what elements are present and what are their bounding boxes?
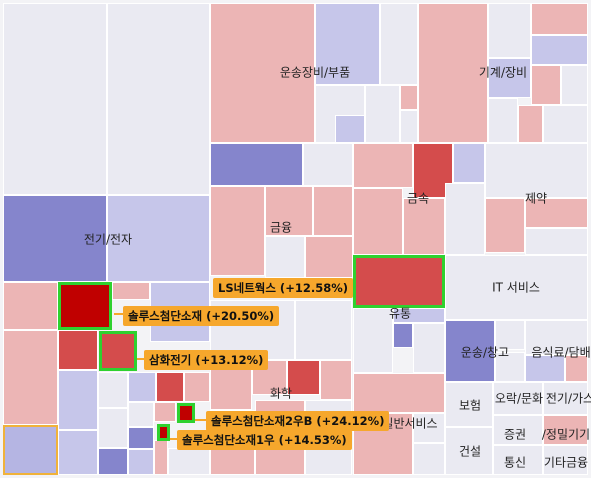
highlight-tile-ls-networks[interactable] [353, 255, 445, 308]
stock-tile[interactable] [525, 355, 565, 382]
stock-tile[interactable] [531, 3, 588, 35]
stock-tile[interactable] [445, 427, 493, 475]
stock-tile[interactable] [353, 143, 413, 188]
highlight-tile-solus-2b[interactable] [177, 403, 195, 423]
callout-samhwa: 삼화전기 (+13.12%) [144, 350, 269, 370]
stock-tile[interactable] [445, 320, 495, 382]
stock-tile[interactable] [210, 143, 303, 186]
stock-tile[interactable] [495, 320, 525, 350]
highlight-tile-samhwa[interactable] [99, 331, 137, 371]
stock-tile[interactable] [3, 330, 58, 425]
callout-leader-solus-2b [195, 419, 207, 421]
stock-tile[interactable] [393, 323, 413, 348]
callout-leader-solus [114, 313, 124, 315]
stock-tile[interactable] [565, 355, 588, 382]
stock-tile[interactable] [353, 373, 445, 413]
stock-tile[interactable] [107, 3, 210, 195]
callout-leader-samhwa [137, 358, 145, 360]
stock-tile[interactable] [403, 198, 445, 255]
stock-tile[interactable] [320, 360, 352, 400]
stock-tile[interactable] [128, 449, 154, 475]
stock-tile[interactable] [210, 3, 315, 143]
stock-tile[interactable] [3, 3, 107, 195]
stock-tile[interactable] [365, 85, 400, 143]
stock-tile[interactable] [107, 195, 210, 282]
stock-tile[interactable] [400, 110, 418, 143]
stock-tile[interactable] [453, 143, 485, 183]
stock-tile[interactable] [184, 372, 210, 402]
stock-tile[interactable] [112, 282, 150, 300]
stock-tile[interactable] [525, 320, 588, 355]
selected-tile[interactable] [3, 425, 58, 475]
stock-tile[interactable] [493, 382, 543, 415]
stock-tile[interactable] [413, 413, 445, 443]
stock-tile[interactable] [493, 415, 543, 445]
stock-tile[interactable] [154, 440, 168, 475]
stock-tile[interactable] [295, 300, 352, 360]
stock-tile[interactable] [445, 183, 485, 255]
stock-tile[interactable] [413, 323, 445, 373]
stock-tile[interactable] [400, 85, 418, 110]
stock-tile[interactable] [98, 408, 128, 448]
stock-tile[interactable] [156, 372, 184, 402]
stock-tile[interactable] [287, 360, 320, 395]
stock-tile[interactable] [393, 308, 445, 323]
stock-tile[interactable] [128, 427, 154, 449]
stock-tile[interactable] [543, 445, 588, 475]
stock-tile[interactable] [58, 330, 98, 370]
stock-tile[interactable] [303, 143, 353, 186]
callout-solus: 솔루스첨단소재 (+20.50%) [123, 306, 280, 326]
stock-tile[interactable] [98, 372, 128, 408]
stock-tile[interactable] [445, 382, 493, 427]
highlight-tile-solus[interactable] [58, 282, 112, 330]
stock-tile[interactable] [518, 105, 543, 143]
stock-tile[interactable] [128, 402, 154, 427]
stock-tile[interactable] [413, 143, 453, 198]
stock-tile[interactable] [485, 198, 525, 253]
stock-tile[interactable] [305, 236, 353, 278]
stock-tile[interactable] [543, 382, 588, 415]
stock-tile[interactable] [531, 35, 588, 65]
stock-tile[interactable] [315, 3, 380, 85]
stock-tile[interactable] [495, 352, 525, 382]
stock-tile[interactable] [3, 195, 107, 282]
stock-tile[interactable] [128, 372, 156, 402]
stock-tile[interactable] [488, 58, 531, 98]
highlight-tile-solus-1p[interactable] [157, 424, 170, 441]
stock-tile[interactable] [353, 188, 403, 255]
stock-tile[interactable] [488, 98, 518, 143]
stock-tile[interactable] [168, 448, 210, 475]
callout-solus-1p: 솔루스첨단소재1우 (+14.53%) [177, 430, 352, 450]
stock-tile[interactable] [543, 105, 588, 143]
stock-tile[interactable] [493, 445, 543, 475]
stock-tile[interactable] [525, 198, 588, 228]
stock-tile[interactable] [210, 186, 265, 276]
stock-tile[interactable] [58, 430, 98, 475]
stock-tile[interactable] [413, 443, 445, 475]
stock-tile[interactable] [58, 370, 98, 430]
stock-tile[interactable] [353, 308, 393, 373]
stock-tile[interactable] [543, 415, 588, 445]
stock-tile[interactable] [313, 186, 353, 236]
stock-tile[interactable] [265, 186, 313, 236]
stock-tile[interactable] [154, 402, 176, 422]
stock-tile[interactable] [335, 115, 365, 143]
stock-tile[interactable] [525, 228, 588, 255]
stock-tile[interactable] [380, 3, 418, 85]
callout-solus-2b: 솔루스첨단소재2우B (+24.12%) [206, 411, 390, 431]
stock-tile[interactable] [531, 65, 561, 105]
stock-tile[interactable] [488, 3, 531, 58]
stock-tile[interactable] [561, 65, 588, 105]
stock-tile[interactable] [98, 448, 128, 475]
stock-tile[interactable] [485, 143, 588, 198]
stock-tile[interactable] [3, 282, 58, 330]
callout-leader-solus-1p [170, 438, 178, 440]
stock-tile[interactable] [445, 255, 588, 320]
callout-ls-networks: LS네트웍스 (+12.58%) [213, 278, 353, 298]
stock-tile[interactable] [265, 236, 305, 278]
stock-tile[interactable] [418, 3, 488, 143]
